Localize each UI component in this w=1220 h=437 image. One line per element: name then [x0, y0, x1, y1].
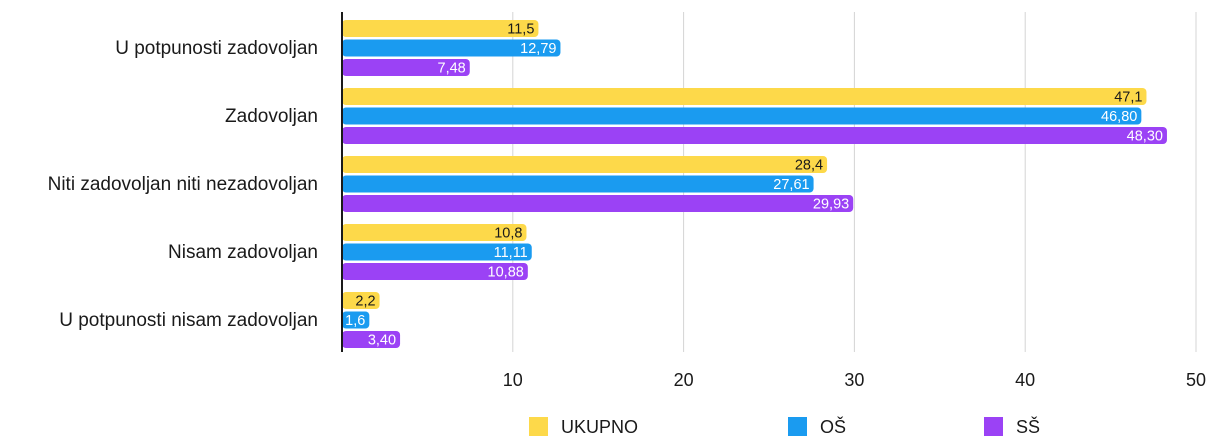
data-label-ss-zadovoljan: 48,30	[1127, 129, 1163, 145]
data-label-ukupno-zadovoljan: 47,1	[1114, 90, 1142, 106]
x-tick-label-30: 30	[844, 370, 864, 390]
category-label-niti-zadovoljan-niti-nezadovoljan: Niti zadovoljan niti nezadovoljan	[48, 174, 318, 195]
bar-ukupno-niti-zadovoljan-niti-nezadovoljan	[342, 156, 828, 173]
x-tick-label-40: 40	[1015, 370, 1035, 390]
bars: 11,5 12,79 7,48 47,1 46,80 48,30 28,4 27,6129,9…	[342, 20, 1167, 349]
x-tick-label-50: 50	[1186, 370, 1206, 390]
data-label-ukupno-niti-zadovoljan-niti-nezadovoljan: 28,4	[795, 158, 823, 174]
data-label-ss-niti-zadovoljan-niti-nezadovoljan: 29,93	[813, 197, 849, 213]
bar-ukupno-u-potpunosti-zadovoljan	[342, 20, 539, 37]
bar-ss-niti-zadovoljan-niti-nezadovoljan	[342, 195, 854, 212]
bar-os-nisam-zadovoljan	[342, 243, 532, 261]
bar-ss-zadovoljan	[342, 127, 1167, 144]
bar-os-u-potpunosti-zadovoljan	[342, 39, 561, 57]
legend-label-ss: SŠ	[1016, 416, 1040, 437]
x-tick-label-20: 20	[674, 370, 694, 390]
data-label-ukupno-nisam-zadovoljan: 10,8	[494, 226, 522, 242]
data-label-os-u-potpunosti-nisam-zadovoljan: 1,6	[345, 313, 365, 329]
bar-os-zadovoljan	[342, 107, 1142, 125]
data-label-os-u-potpunosti-zadovoljan: 12,79	[520, 41, 556, 57]
category-label-u-potpunosti-nisam-zadovoljan: U potpunosti nisam zadovoljan	[59, 310, 318, 331]
bar-ss-nisam-zadovoljan	[342, 263, 528, 280]
data-label-ss-nisam-zadovoljan: 10,88	[488, 265, 524, 281]
bar-os-u-potpunosti-nisam-zadovoljan	[342, 311, 370, 329]
grid-lines	[512, 12, 1197, 352]
data-label-ukupno-u-potpunosti-nisam-zadovoljan: 2,2	[355, 294, 375, 310]
legend-swatch-os	[788, 417, 807, 436]
x-tick-label-10: 10	[503, 370, 523, 390]
legend-swatch-ss	[984, 417, 1003, 436]
category-labels: U potpunosti zadovoljan Zadovoljan Niti za…	[48, 38, 318, 331]
bar-ss-u-potpunosti-zadovoljan	[342, 59, 470, 76]
category-label-nisam-zadovoljan: Nisam zadovoljan	[168, 242, 318, 263]
bar-os-niti-zadovoljan-niti-nezadovoljan	[342, 175, 814, 193]
data-label-os-zadovoljan: 46,80	[1101, 109, 1137, 125]
data-label-os-nisam-zadovoljan: 11,11	[494, 245, 528, 261]
category-label-u-potpunosti-zadovoljan: U potpunosti zadovoljan	[115, 38, 318, 59]
bar-ukupno-nisam-zadovoljan	[342, 224, 527, 241]
category-label-zadovoljan: Zadovoljan	[225, 106, 318, 127]
data-label-ukupno-u-potpunosti-zadovoljan: 11,5	[507, 22, 534, 38]
bar-ukupno-u-potpunosti-nisam-zadovoljan	[342, 292, 380, 309]
legend: UKUPNO OŠ SŠ	[529, 416, 1040, 437]
data-label-ss-u-potpunosti-zadovoljan: 7,48	[438, 61, 466, 77]
data-label-os-niti-zadovoljan-niti-nezadovoljan: 27,61	[773, 177, 809, 193]
bar-ss-u-potpunosti-nisam-zadovoljan	[342, 331, 401, 348]
bar-ukupno-zadovoljan	[342, 88, 1147, 105]
x-tick-labels: 10 20 30 40 50	[503, 370, 1206, 390]
legend-label-os: OŠ	[820, 416, 846, 437]
data-label-ss-u-potpunosti-nisam-zadovoljan: 3,40	[368, 333, 396, 349]
legend-label-ukupno: UKUPNO	[561, 417, 638, 437]
legend-swatch-ukupno	[529, 417, 548, 436]
